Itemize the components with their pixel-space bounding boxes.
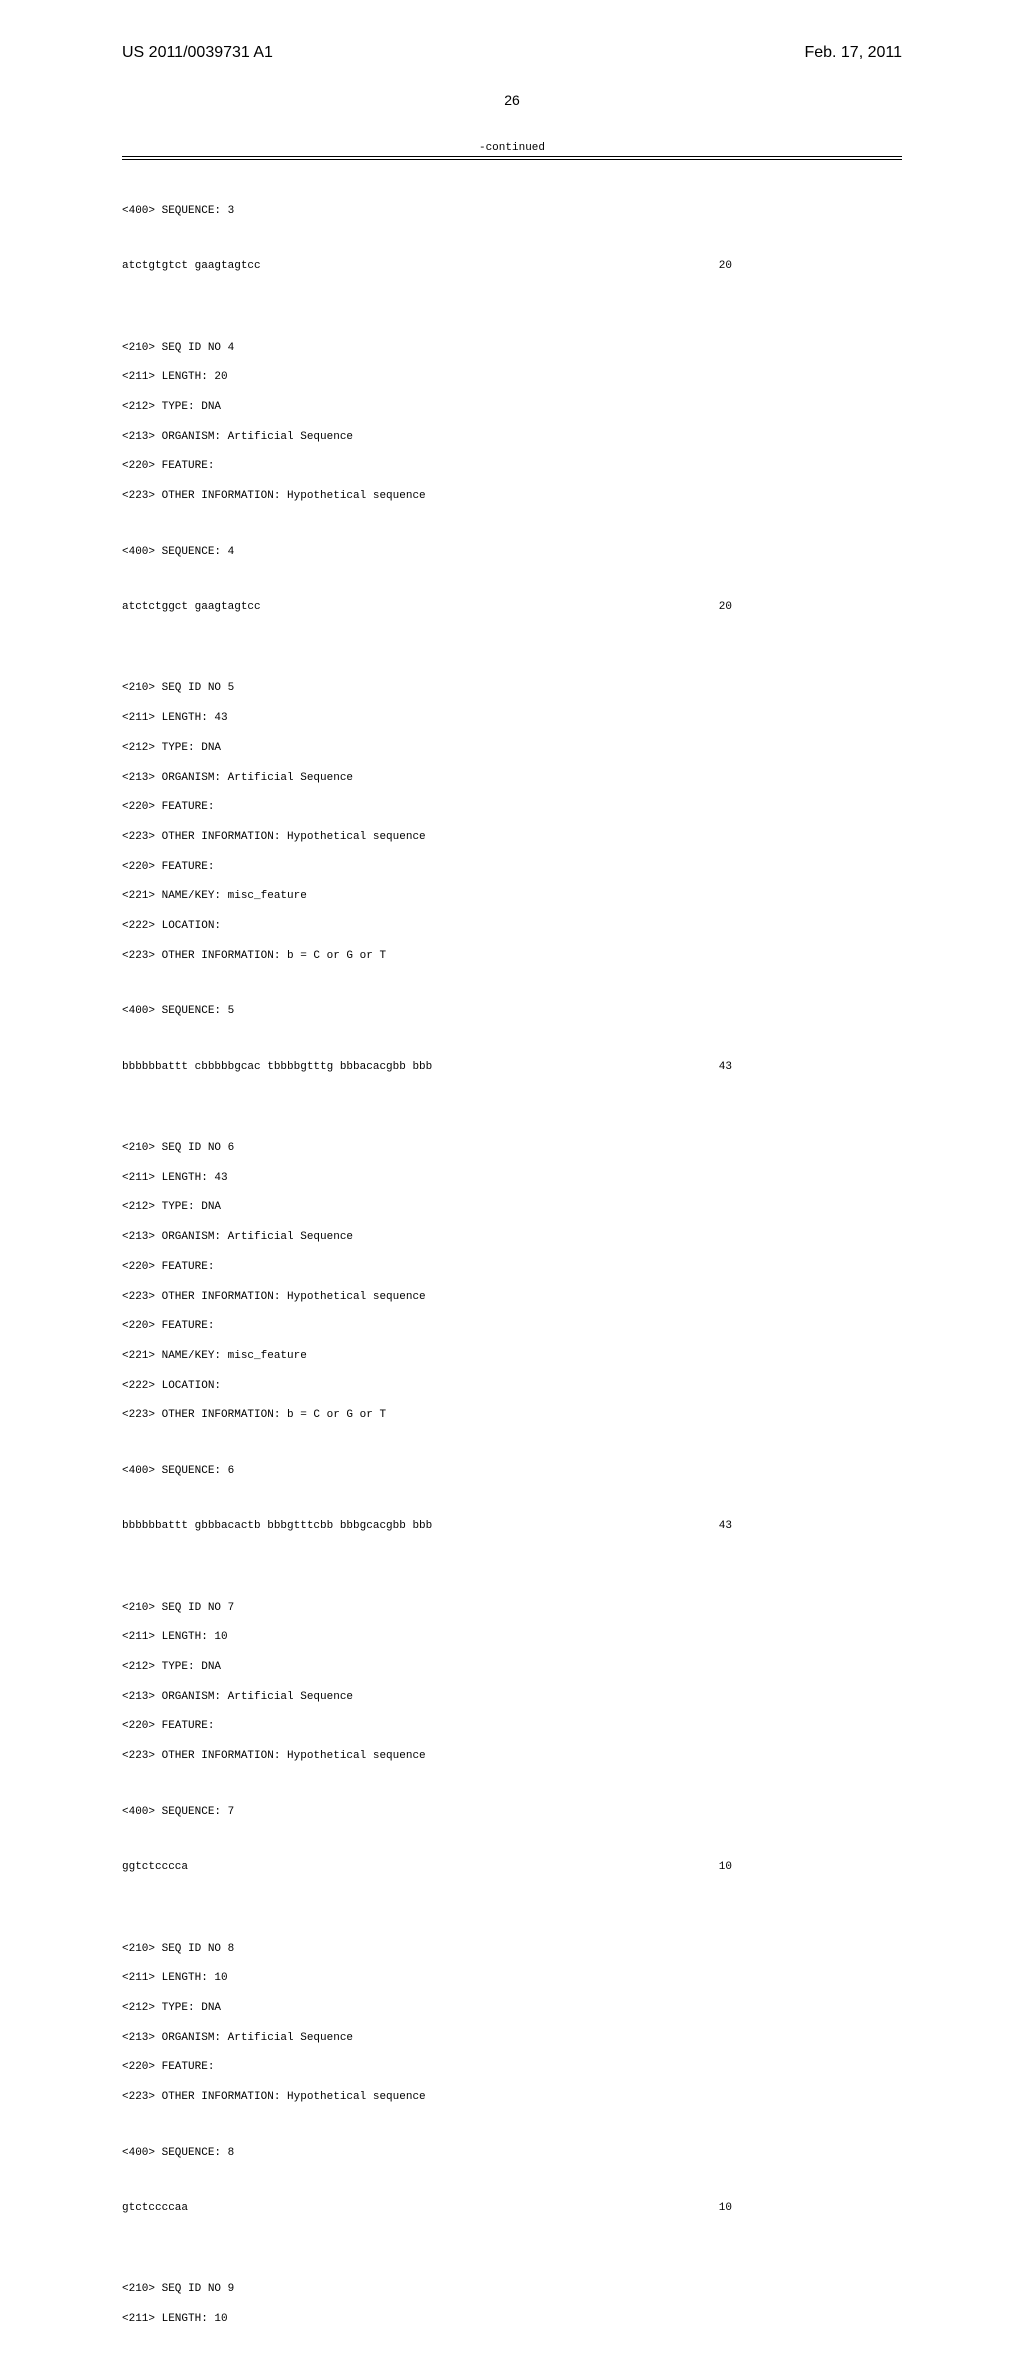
seq-data-line: ggtctcccca10 bbox=[122, 1860, 902, 1875]
seq-header-line: <222> LOCATION: bbox=[122, 1379, 902, 1394]
seq-header-line: <223> OTHER INFORMATION: b = C or G or T bbox=[122, 1408, 902, 1423]
sequence-block-4: <210> SEQ ID NO 4 <211> LENGTH: 20 <212>… bbox=[122, 326, 902, 630]
seq-header-line: <220> FEATURE: bbox=[122, 1319, 902, 1334]
seq-header-line: <211> LENGTH: 10 bbox=[122, 2312, 902, 2327]
sequence-block-6: <210> SEQ ID NO 6 <211> LENGTH: 43 <212>… bbox=[122, 1126, 902, 1549]
seq-header-line: <220> FEATURE: bbox=[122, 1260, 902, 1275]
seq-label: <400> SEQUENCE: 6 bbox=[122, 1464, 902, 1479]
seq-header-line: <210> SEQ ID NO 8 bbox=[122, 1942, 902, 1957]
seq-header-line: <222> LOCATION: bbox=[122, 919, 902, 934]
seq-header-line: <210> SEQ ID NO 5 bbox=[122, 681, 902, 696]
sequence-listing: <400> SEQUENCE: 3 atctgtgtct gaagtagtcc2… bbox=[0, 160, 1024, 2379]
seq-header-line: <221> NAME/KEY: misc_feature bbox=[122, 1349, 902, 1364]
seq-header-line: <220> FEATURE: bbox=[122, 860, 902, 875]
seq-label: <400> SEQUENCE: 7 bbox=[122, 1805, 902, 1820]
page-number: 26 bbox=[0, 92, 1024, 108]
seq-header-line: <211> LENGTH: 43 bbox=[122, 1171, 902, 1186]
seq-label: <400> SEQUENCE: 5 bbox=[122, 1004, 902, 1019]
seq-header-line: <213> ORGANISM: Artificial Sequence bbox=[122, 2031, 902, 2046]
seq-data-line: gtctccccaa10 bbox=[122, 2201, 902, 2216]
seq-data-line: atctgtgtct gaagtagtcc20 bbox=[122, 259, 902, 274]
seq-header-line: <211> LENGTH: 20 bbox=[122, 370, 902, 385]
seq-header-line: <223> OTHER INFORMATION: Hypothetical se… bbox=[122, 489, 902, 504]
seq-header-line: <210> SEQ ID NO 4 bbox=[122, 341, 902, 356]
seq-label: <400> SEQUENCE: 4 bbox=[122, 545, 902, 560]
seq-header-line: <211> LENGTH: 10 bbox=[122, 1630, 902, 1645]
sequence-block-7: <210> SEQ ID NO 7 <211> LENGTH: 10 <212>… bbox=[122, 1586, 902, 1890]
seq-header-line: <213> ORGANISM: Artificial Sequence bbox=[122, 1230, 902, 1245]
publication-date: Feb. 17, 2011 bbox=[804, 44, 902, 62]
seq-header-line: <212> TYPE: DNA bbox=[122, 1660, 902, 1675]
seq-header-line: <212> TYPE: DNA bbox=[122, 741, 902, 756]
seq-header-line: <223> OTHER INFORMATION: Hypothetical se… bbox=[122, 1290, 902, 1305]
seq-header-line: <220> FEATURE: bbox=[122, 1719, 902, 1734]
sequence-block-9: <210> SEQ ID NO 9 <211> LENGTH: 10 bbox=[122, 2268, 902, 2342]
seq-header-line: <400> SEQUENCE: 3 bbox=[122, 204, 902, 219]
seq-header-line: <212> TYPE: DNA bbox=[122, 2001, 902, 2016]
seq-header-line: <210> SEQ ID NO 9 bbox=[122, 2282, 902, 2297]
seq-header-line: <223> OTHER INFORMATION: Hypothetical se… bbox=[122, 830, 902, 845]
seq-header-line: <220> FEATURE: bbox=[122, 2060, 902, 2075]
seq-header-line: <213> ORGANISM: Artificial Sequence bbox=[122, 771, 902, 786]
seq-header-line: <211> LENGTH: 10 bbox=[122, 1971, 902, 1986]
seq-header-line: <213> ORGANISM: Artificial Sequence bbox=[122, 1690, 902, 1705]
seq-header-line: <223> OTHER INFORMATION: Hypothetical se… bbox=[122, 2090, 902, 2105]
seq-header-line: <220> FEATURE: bbox=[122, 800, 902, 815]
seq-header-line: <210> SEQ ID NO 7 bbox=[122, 1601, 902, 1616]
seq-label: <400> SEQUENCE: 8 bbox=[122, 2146, 902, 2161]
sequence-block-8: <210> SEQ ID NO 8 <211> LENGTH: 10 <212>… bbox=[122, 1927, 902, 2231]
divider-top bbox=[122, 156, 902, 157]
document-header: US 2011/0039731 A1 Feb. 17, 2011 bbox=[0, 0, 1024, 62]
seq-data-line: bbbbbbattt cbbbbbgcac tbbbbgtttg bbbacac… bbox=[122, 1060, 902, 1075]
seq-header-line: <221> NAME/KEY: misc_feature bbox=[122, 889, 902, 904]
seq-data-line: atctctggct gaagtagtcc20 bbox=[122, 600, 902, 615]
seq-header-line: <220> FEATURE: bbox=[122, 459, 902, 474]
sequence-block-5: <210> SEQ ID NO 5 <211> LENGTH: 43 <212>… bbox=[122, 667, 902, 1090]
continued-label: -continued bbox=[0, 142, 1024, 154]
seq-data-line: bbbbbbattt gbbbacactb bbbgtttcbb bbbgcac… bbox=[122, 1519, 902, 1534]
sequence-block-3: <400> SEQUENCE: 3 atctgtgtct gaagtagtcc2… bbox=[122, 189, 902, 289]
seq-header-line: <211> LENGTH: 43 bbox=[122, 711, 902, 726]
seq-header-line: <210> SEQ ID NO 6 bbox=[122, 1141, 902, 1156]
seq-header-line: <213> ORGANISM: Artificial Sequence bbox=[122, 430, 902, 445]
publication-number: US 2011/0039731 A1 bbox=[122, 44, 273, 62]
seq-header-line: <212> TYPE: DNA bbox=[122, 1200, 902, 1215]
seq-header-line: <223> OTHER INFORMATION: b = C or G or T bbox=[122, 949, 902, 964]
seq-header-line: <223> OTHER INFORMATION: Hypothetical se… bbox=[122, 1749, 902, 1764]
seq-header-line: <212> TYPE: DNA bbox=[122, 400, 902, 415]
